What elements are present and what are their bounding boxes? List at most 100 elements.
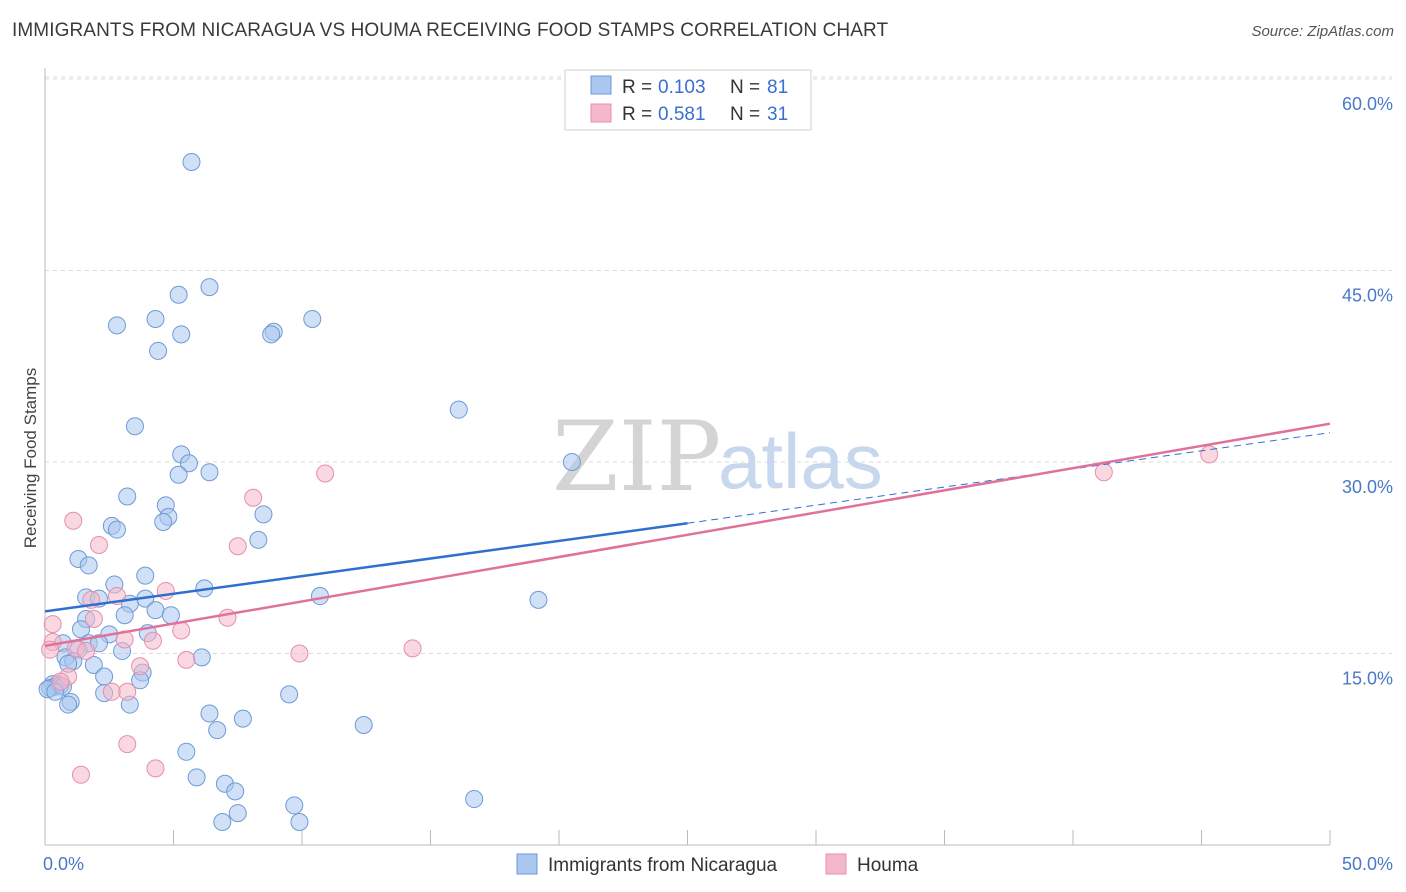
nicaragua-point-77 [465, 790, 484, 809]
nicaragua-point-54 [95, 667, 114, 686]
nicaragua-point-7 [262, 325, 281, 344]
x-tick-label-max: 50.0% [1342, 854, 1393, 874]
houma-point-20 [77, 641, 96, 660]
houma-point-15 [143, 631, 162, 650]
legend-swatch-houma [590, 103, 612, 123]
nicaragua-point-78 [285, 796, 304, 815]
legend-n-value-nicaragua: 81 [767, 77, 788, 98]
nicaragua-point-70 [233, 709, 252, 728]
trend-lines [44, 422, 1331, 648]
houma-point-5 [89, 535, 108, 554]
legend-r-value-houma: 0.581 [658, 104, 706, 125]
houma-point-0 [1094, 463, 1113, 482]
nicaragua-point-74 [187, 768, 206, 787]
legend-r-label-nicaragua: R = [622, 77, 652, 98]
houma-point-2 [316, 464, 335, 483]
legend-r-label-houma: R = [622, 104, 652, 125]
houma-point-22 [131, 657, 150, 676]
nicaragua-point-69 [200, 704, 219, 723]
source-label: Source: ZipAtlas.com [1251, 23, 1394, 40]
bottom-legend: Immigrants from Nicaragua Houma [516, 853, 919, 876]
nicaragua-point-67 [59, 695, 78, 714]
nicaragua-point-27 [136, 566, 155, 585]
bottom-legend-label-nicaragua: Immigrants from Nicaragua [548, 855, 778, 876]
nicaragua-point-15 [200, 463, 219, 482]
chart-title: IMMIGRANTS FROM NICARAGUA VS HOUMA RECEI… [12, 20, 889, 41]
series-nicaragua-points [38, 152, 581, 832]
nicaragua-point-9 [149, 341, 168, 360]
houma-point-29 [71, 765, 90, 784]
series-houma-points [41, 445, 1219, 784]
houma-point-3 [244, 488, 263, 507]
legend-n-label-nicaragua: N = [730, 77, 760, 98]
houma-point-18 [403, 639, 422, 658]
nicaragua-point-12 [562, 453, 581, 471]
watermark: ZIP atlas [552, 401, 883, 513]
nicaragua-point-71 [354, 715, 373, 734]
houma-point-4 [64, 511, 83, 530]
houma-point-21 [177, 650, 196, 669]
y-tick-label-45: 45.0% [1342, 286, 1393, 306]
nicaragua-point-36 [146, 601, 165, 620]
nicaragua-point-26 [79, 556, 98, 575]
nicaragua-point-24 [249, 530, 268, 549]
nicaragua-point-72 [208, 721, 227, 740]
legend-n-value-houma: 31 [767, 104, 788, 125]
nicaragua-point-37 [161, 606, 180, 625]
y-tick-label-30: 30.0% [1342, 477, 1393, 497]
nicaragua-point-16 [169, 465, 188, 484]
axes [44, 68, 1331, 846]
nicaragua-point-19 [254, 505, 273, 524]
y-tick-labels: 15.0% 30.0% 45.0% 60.0% [1342, 94, 1393, 689]
legend-swatch-nicaragua [590, 75, 612, 95]
houma-point-12 [43, 615, 62, 634]
y-tick-label-15: 15.0% [1342, 669, 1393, 689]
x-tick-label-min: 0.0% [43, 854, 84, 874]
nicaragua-point-40 [71, 620, 90, 639]
trend-houma [44, 422, 1331, 648]
nicaragua-point-14 [179, 454, 198, 473]
houma-point-19 [290, 644, 309, 663]
houma-point-7 [156, 581, 175, 600]
bottom-legend-swatch-houma [825, 853, 847, 875]
nicaragua-point-11 [125, 417, 144, 436]
trend-nicaragua-extension [687, 432, 1331, 524]
legend: R = 0.103 N = 81 R = 0.581 N = 31 [564, 69, 812, 131]
nicaragua-point-31 [529, 590, 548, 609]
houma-point-24 [51, 672, 70, 691]
y-axis-title: Receiving Food Stamps [21, 368, 40, 548]
nicaragua-point-50 [84, 655, 103, 674]
nicaragua-point-81 [213, 813, 232, 832]
x-tick-labels: 0.0% 50.0% [43, 854, 1393, 874]
y-tick-label-60: 60.0% [1342, 94, 1393, 114]
houma-point-10 [218, 608, 237, 627]
nicaragua-point-4 [107, 316, 126, 335]
nicaragua-point-23 [107, 520, 126, 539]
nicaragua-point-17 [118, 487, 137, 506]
nicaragua-point-79 [228, 804, 247, 823]
bottom-legend-swatch-nicaragua [516, 853, 538, 875]
nicaragua-point-1 [200, 278, 219, 297]
nicaragua-point-21 [154, 513, 173, 532]
legend-r-value-nicaragua: 0.103 [658, 77, 706, 98]
grid-lines [45, 76, 1392, 654]
houma-point-26 [118, 682, 137, 701]
bottom-legend-label-houma: Houma [857, 855, 919, 876]
nicaragua-point-76 [226, 782, 245, 801]
watermark-atlas: atlas [718, 417, 883, 505]
houma-point-28 [146, 759, 165, 778]
trend-nicaragua [44, 522, 688, 613]
nicaragua-point-2 [169, 285, 188, 304]
nicaragua-point-0 [182, 152, 201, 171]
watermark-zip: ZIP [552, 401, 721, 513]
nicaragua-point-80 [290, 813, 309, 832]
legend-n-label-houma: N = [730, 104, 760, 125]
nicaragua-point-51 [192, 648, 211, 667]
houma-point-6 [228, 537, 247, 556]
nicaragua-point-8 [172, 325, 191, 344]
nicaragua-point-38 [115, 606, 134, 625]
nicaragua-point-3 [146, 310, 165, 329]
nicaragua-point-5 [303, 310, 322, 329]
houma-point-27 [118, 735, 137, 754]
